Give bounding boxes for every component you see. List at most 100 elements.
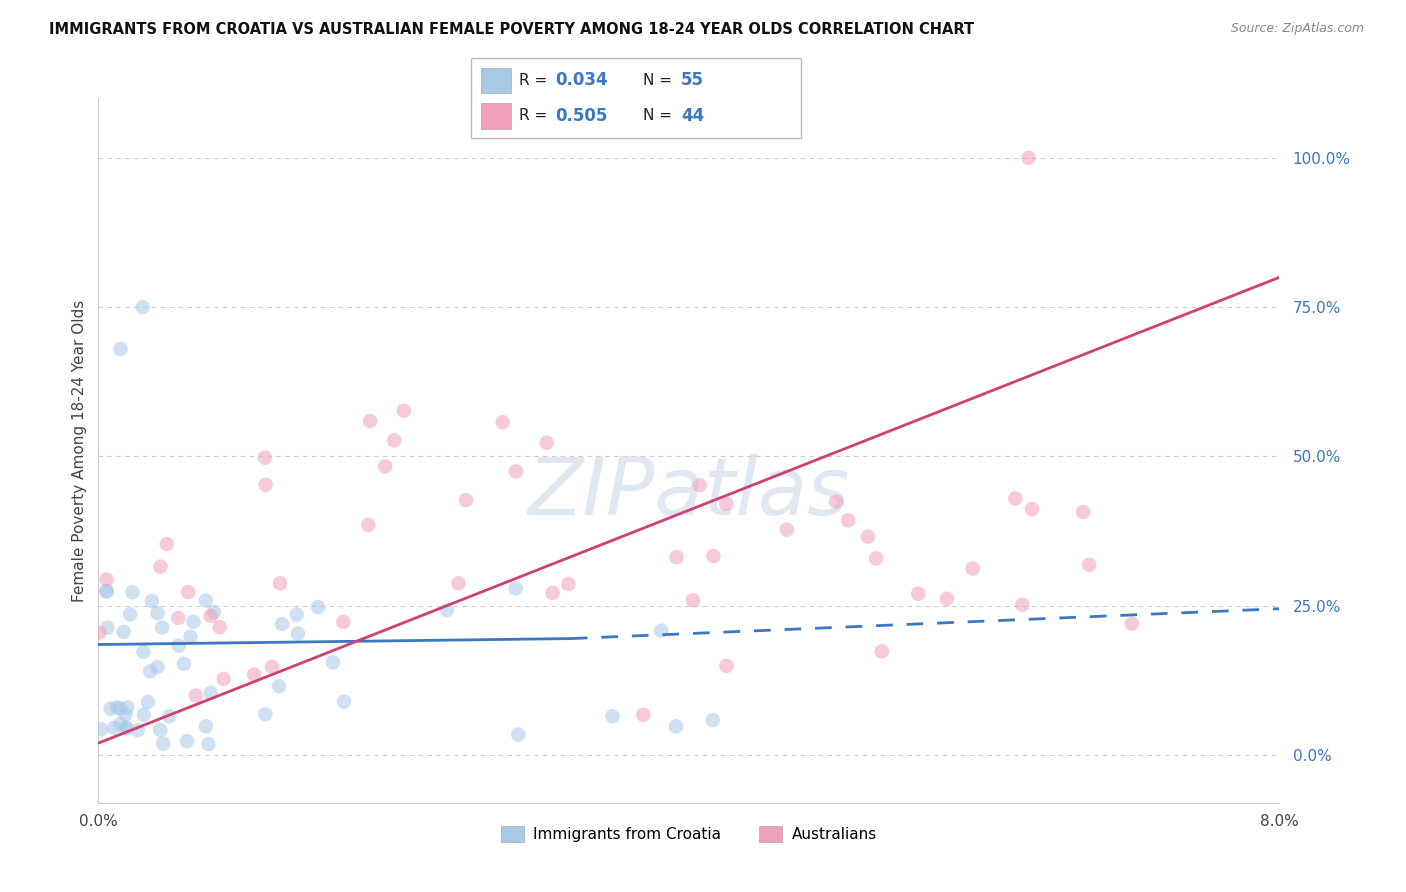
Point	[602, 709, 624, 723]
Point	[505, 464, 527, 478]
Text: Source: ZipAtlas.com: Source: ZipAtlas.com	[1230, 22, 1364, 36]
Point	[870, 644, 893, 658]
Point	[96, 583, 118, 598]
Point	[127, 723, 149, 738]
Point	[287, 626, 309, 640]
Text: N =: N =	[643, 108, 676, 123]
Point	[132, 645, 155, 659]
Point	[200, 686, 222, 700]
Point	[194, 593, 217, 607]
Point	[157, 709, 180, 723]
Point	[120, 607, 142, 622]
Point	[132, 300, 155, 314]
Point	[253, 450, 276, 465]
Point	[114, 707, 136, 722]
Point	[505, 582, 527, 596]
Point	[150, 621, 173, 635]
Point	[96, 573, 118, 587]
Point	[152, 737, 174, 751]
Text: 55: 55	[681, 71, 704, 89]
Point	[322, 656, 344, 670]
Point	[112, 624, 135, 639]
Point	[146, 660, 169, 674]
Point	[136, 695, 159, 709]
Point	[110, 716, 132, 731]
Point	[665, 550, 688, 565]
Point	[194, 719, 217, 733]
Point	[139, 665, 162, 679]
Point	[176, 734, 198, 748]
Point	[1021, 502, 1043, 516]
Point	[333, 695, 356, 709]
Text: 44: 44	[681, 107, 704, 125]
Point	[536, 435, 558, 450]
Legend: Immigrants from Croatia, Australians: Immigrants from Croatia, Australians	[495, 820, 883, 848]
Point	[108, 701, 131, 715]
Point	[96, 621, 118, 635]
Point	[865, 551, 887, 566]
Text: 0.505: 0.505	[555, 107, 607, 125]
Text: R =: R =	[519, 108, 553, 123]
Point	[454, 493, 477, 508]
Point	[359, 414, 381, 428]
FancyBboxPatch shape	[471, 58, 801, 138]
Point	[1071, 505, 1094, 519]
Point	[650, 624, 672, 638]
Point	[115, 721, 138, 735]
Point	[825, 494, 848, 508]
Point	[935, 591, 957, 606]
Point	[689, 478, 711, 492]
Point	[90, 723, 112, 737]
Point	[541, 586, 564, 600]
Point	[665, 719, 688, 733]
Text: 0.034: 0.034	[555, 71, 607, 89]
Point	[117, 700, 139, 714]
Point	[141, 594, 163, 608]
Point	[962, 561, 984, 575]
Point	[492, 415, 515, 429]
Point	[212, 672, 235, 686]
Point	[392, 403, 415, 417]
Bar	[481, 68, 510, 94]
Point	[156, 537, 179, 551]
Point	[177, 585, 200, 599]
Point	[262, 660, 284, 674]
Point	[208, 620, 231, 634]
Point	[197, 737, 219, 751]
Point	[96, 584, 118, 599]
Point	[105, 700, 128, 714]
Point	[702, 549, 724, 563]
Point	[184, 689, 207, 703]
Point	[1078, 558, 1101, 572]
Y-axis label: Female Poverty Among 18-24 Year Olds: Female Poverty Among 18-24 Year Olds	[72, 300, 87, 601]
Point	[167, 611, 190, 625]
Point	[183, 615, 205, 629]
Point	[121, 585, 143, 599]
Point	[716, 658, 738, 673]
Bar	[481, 103, 510, 128]
Point	[132, 707, 155, 722]
Point	[436, 603, 458, 617]
Text: IMMIGRANTS FROM CROATIA VS AUSTRALIAN FEMALE POVERTY AMONG 18-24 YEAR OLDS CORRE: IMMIGRANTS FROM CROATIA VS AUSTRALIAN FE…	[49, 22, 974, 37]
Point	[307, 600, 329, 615]
Point	[89, 625, 111, 640]
Point	[682, 593, 704, 607]
Point	[447, 576, 470, 591]
Point	[180, 630, 202, 644]
Point	[1018, 151, 1040, 165]
Point	[269, 576, 291, 591]
Point	[374, 459, 396, 474]
Point	[1011, 598, 1033, 612]
Point	[702, 713, 724, 727]
Point	[332, 615, 354, 629]
Point	[243, 667, 266, 681]
Point	[271, 617, 294, 632]
Point	[254, 477, 277, 491]
Point	[1121, 616, 1143, 631]
Point	[254, 707, 277, 722]
Point	[285, 607, 308, 622]
Point	[149, 559, 172, 574]
Point	[146, 606, 169, 620]
Point	[1004, 491, 1026, 506]
Point	[557, 577, 579, 591]
